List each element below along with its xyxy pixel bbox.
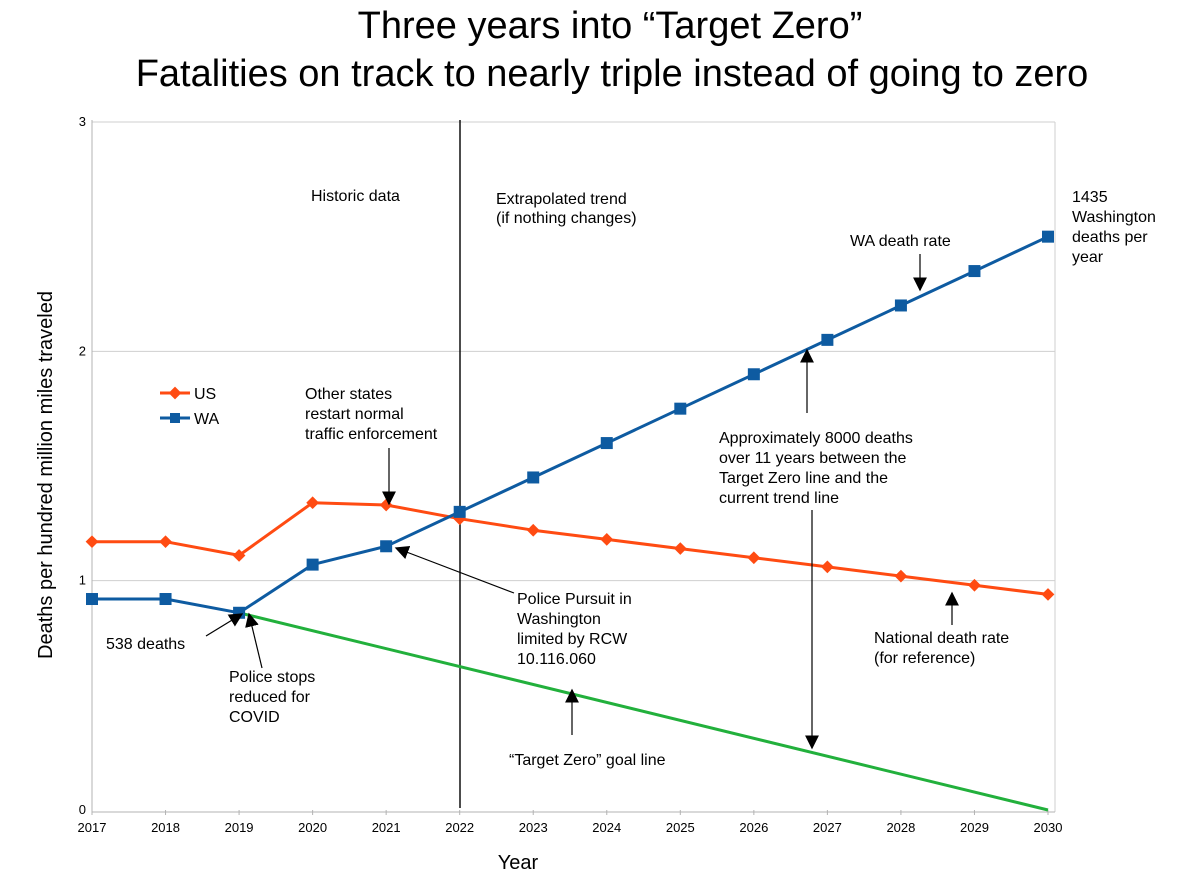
series-line-us bbox=[92, 501, 1049, 596]
legend-wa-marker bbox=[170, 413, 180, 423]
point-wa bbox=[821, 333, 834, 346]
annotation-approx-deaths: Approximately 8000 deaths over 11 years … bbox=[719, 430, 917, 507]
annotation-historic: Historic data bbox=[311, 188, 400, 205]
x-tick-labels: 2017 2018 2019 2020 2021 2022 2023 2024 2025 2026… bbox=[78, 810, 1063, 835]
point-wa bbox=[1042, 230, 1054, 243]
point-wa bbox=[306, 558, 319, 571]
legend-us-label: US bbox=[194, 386, 216, 403]
arrow-police-stops bbox=[245, 612, 263, 669]
annotations: Historic data Extrapolated trend (if not… bbox=[106, 188, 1160, 769]
x-axis-title: Year bbox=[498, 852, 539, 874]
point-us bbox=[379, 498, 393, 512]
x-tick-label: 2019 bbox=[225, 820, 254, 835]
point-us bbox=[821, 560, 834, 574]
point-us bbox=[747, 551, 761, 565]
point-us bbox=[600, 533, 614, 546]
point-us bbox=[526, 523, 540, 537]
x-tick-label: 2028 bbox=[886, 820, 915, 835]
x-tick-label: 2022 bbox=[445, 820, 474, 835]
y-tick-label: 2 bbox=[79, 343, 86, 358]
y-tick-labels: 0 1 2 3 bbox=[79, 114, 86, 817]
point-us bbox=[673, 542, 687, 555]
x-tick-label: 2029 bbox=[960, 820, 989, 835]
annotation-pursuit: Police Pursuit in Washington limited by … bbox=[517, 591, 636, 668]
annotation-other-states: Other states restart normal traffic enfo… bbox=[305, 386, 438, 443]
point-wa bbox=[453, 505, 466, 518]
point-wa bbox=[527, 471, 540, 484]
y-axis-title: Deaths per hundred million miles travele… bbox=[35, 291, 57, 659]
annotation-arrows bbox=[205, 254, 959, 750]
point-wa bbox=[86, 593, 98, 606]
x-tick-label: 2020 bbox=[298, 820, 327, 835]
annotation-national-rate: National death rate (for reference) bbox=[874, 630, 1014, 667]
point-wa bbox=[747, 368, 760, 381]
y-tick-label: 0 bbox=[79, 802, 86, 817]
x-tick-label: 2027 bbox=[813, 820, 842, 835]
point-us bbox=[85, 535, 99, 549]
point-wa bbox=[674, 402, 687, 415]
annotation-washington-deaths: 1435 Washington deaths per year bbox=[1072, 189, 1160, 266]
legend-us-marker bbox=[168, 386, 182, 400]
point-wa bbox=[600, 437, 613, 450]
annotation-538-deaths: 538 deaths bbox=[106, 636, 185, 653]
x-tick-label: 2025 bbox=[666, 820, 695, 835]
x-tick-label: 2026 bbox=[739, 820, 768, 835]
annotation-police-stops: Police stops reduced for COVID bbox=[229, 669, 320, 726]
x-tick-label: 2017 bbox=[78, 820, 107, 835]
x-tick-label: 2021 bbox=[372, 820, 401, 835]
arrow-538-deaths bbox=[205, 613, 244, 637]
series-line-wa bbox=[92, 235, 1049, 615]
point-us bbox=[1041, 588, 1055, 601]
x-tick-label: 2023 bbox=[519, 820, 548, 835]
y-tick-label: 1 bbox=[79, 573, 86, 588]
y-tick-label: 3 bbox=[79, 114, 86, 129]
x-tick-label: 2030 bbox=[1034, 820, 1063, 835]
chart-title-line1: Three years into “Target Zero” bbox=[358, 5, 863, 47]
annotation-extrapolated: Extrapolated trend (if nothing changes) bbox=[496, 191, 637, 227]
x-tick-label: 2024 bbox=[592, 820, 621, 835]
series-line-goal bbox=[238, 611, 1049, 812]
point-wa bbox=[380, 540, 393, 553]
arrow-pursuit bbox=[394, 545, 515, 594]
chart-title-line2: Fatalities on track to nearly triple ins… bbox=[136, 53, 1089, 95]
point-wa bbox=[894, 299, 907, 312]
point-wa bbox=[233, 606, 246, 619]
x-tick-label: 2018 bbox=[151, 820, 180, 835]
annotation-goal-line: “Target Zero” goal line bbox=[509, 752, 666, 769]
annotation-wa-death-rate: WA death rate bbox=[850, 233, 951, 250]
point-wa bbox=[968, 265, 981, 278]
legend: US WA bbox=[160, 386, 220, 428]
gridlines bbox=[92, 121, 1055, 582]
point-us bbox=[159, 535, 172, 549]
point-us bbox=[306, 496, 319, 510]
point-wa bbox=[159, 593, 172, 606]
legend-wa-label: WA bbox=[194, 411, 220, 428]
